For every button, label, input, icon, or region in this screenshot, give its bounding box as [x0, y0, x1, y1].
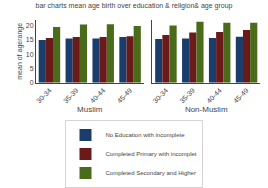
svg-text:30-34: 30-34: [151, 87, 169, 105]
svg-text:15: 15: [26, 36, 34, 43]
svg-text:30-34: 30-34: [35, 87, 53, 105]
svg-text:Non-Muslim: Non-Muslim: [185, 105, 228, 114]
svg-text:45-49: 45-49: [232, 87, 250, 105]
svg-text:45-49: 45-49: [116, 87, 134, 105]
svg-text:Muslim: Muslim: [77, 105, 103, 114]
svg-text:bar charts mean age birth over: bar charts mean age birth over education…: [36, 2, 233, 10]
svg-text:0: 0: [30, 79, 34, 86]
svg-text:Completed Primary with incompl: Completed Primary with incomplet: [106, 151, 197, 157]
svg-text:10: 10: [26, 51, 34, 58]
svg-text:5: 5: [30, 65, 34, 72]
svg-text:40-44: 40-44: [89, 87, 107, 105]
svg-text:20: 20: [26, 22, 34, 29]
svg-text:mean of agerange: mean of agerange: [16, 23, 24, 80]
svg-text:Completed Secondary and Higher: Completed Secondary and Higher: [106, 170, 196, 176]
svg-text:40-44: 40-44: [205, 87, 223, 105]
svg-text:35-39: 35-39: [178, 87, 196, 105]
svg-text:No Education with incomplete: No Education with incomplete: [106, 132, 186, 138]
svg-text:35-39: 35-39: [62, 87, 80, 105]
